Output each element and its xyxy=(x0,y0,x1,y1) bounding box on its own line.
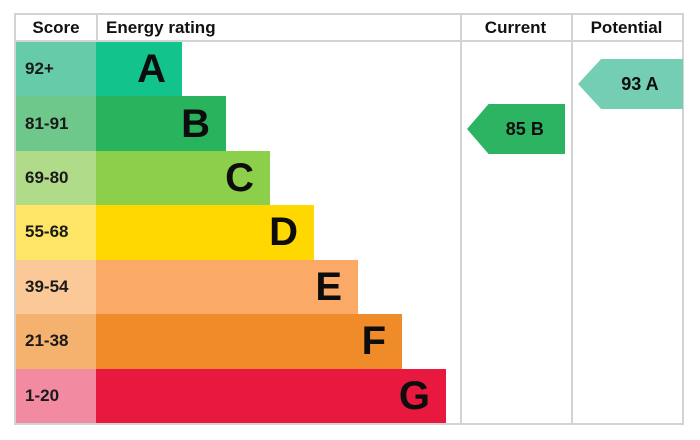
band-letter-g: G xyxy=(398,373,430,418)
column-divider-current xyxy=(460,15,462,423)
band-bar-b: B xyxy=(96,96,226,151)
current-rating-label: 85 B xyxy=(505,118,544,139)
potential-rating-label: 93 A xyxy=(621,73,659,94)
band-bar-d: D xyxy=(96,205,314,260)
band-letter-e: E xyxy=(315,264,342,309)
band-row-a: 92+ A xyxy=(16,42,682,97)
band-bar-g: G xyxy=(96,368,446,423)
column-header-energy-rating: Energy rating xyxy=(106,17,216,37)
score-range-c: 69-80 xyxy=(16,150,96,206)
band-row-d: 55-68 D xyxy=(16,205,682,260)
band-bar-c: C xyxy=(96,150,270,206)
band-bar-f: F xyxy=(96,314,402,369)
band-row-g: 1-20 G xyxy=(16,368,682,423)
band-letter-f: F xyxy=(361,319,386,364)
column-divider-score-header xyxy=(96,15,98,40)
potential-rating-arrow: 93 A xyxy=(578,59,683,109)
band-rows: 92+ A 81-91 B 69-80 C 55-68 D 39-54 xyxy=(16,42,682,423)
score-range-f: 21-38 xyxy=(16,314,96,369)
column-header-score: Score xyxy=(32,17,80,37)
band-letter-d: D xyxy=(269,210,298,255)
current-rating-arrow: 85 B xyxy=(467,104,565,154)
score-range-a: 92+ xyxy=(16,42,96,97)
score-range-g: 1-20 xyxy=(16,368,96,423)
score-range-e: 39-54 xyxy=(16,259,96,315)
band-row-b: 81-91 B xyxy=(16,96,682,151)
band-row-e: 39-54 E xyxy=(16,259,682,315)
column-header-current: Current xyxy=(484,17,547,37)
band-row-f: 21-38 F xyxy=(16,314,682,369)
band-letter-c: C xyxy=(225,156,254,201)
epc-energy-rating-chart: Score Energy rating Current Potential 92… xyxy=(14,13,684,425)
band-bar-a: A xyxy=(96,42,182,97)
score-range-b: 81-91 xyxy=(16,96,96,151)
score-range-d: 55-68 xyxy=(16,205,96,260)
band-letter-a: A xyxy=(137,47,166,92)
column-divider-potential xyxy=(571,15,573,423)
band-row-c: 69-80 C xyxy=(16,150,682,206)
column-header-potential: Potential xyxy=(590,17,663,37)
table-header: Score Energy rating Current Potential xyxy=(16,15,682,42)
band-letter-b: B xyxy=(181,101,210,146)
band-bar-e: E xyxy=(96,259,358,315)
